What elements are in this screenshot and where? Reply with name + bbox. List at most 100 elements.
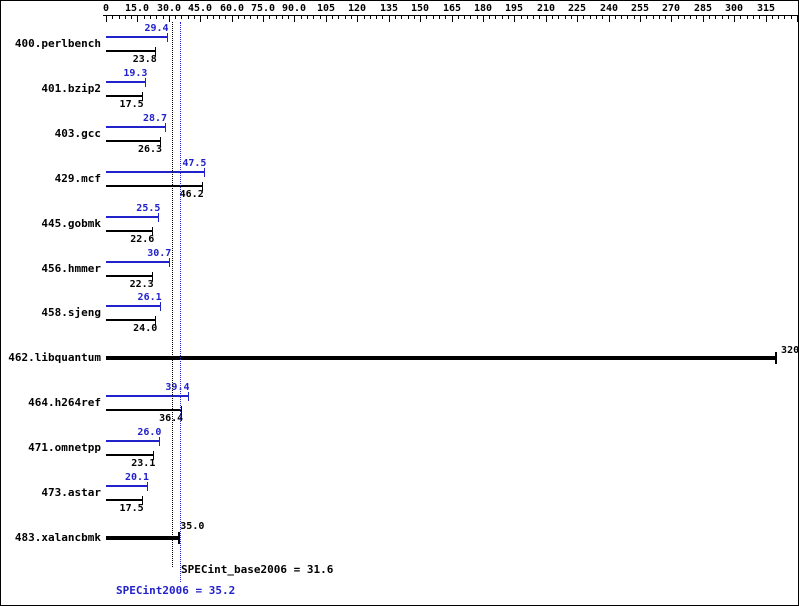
bar-end-cap <box>155 316 157 326</box>
value-label: 30.7 <box>147 247 172 259</box>
axis-minor-tick <box>119 15 120 19</box>
bar <box>106 499 143 502</box>
bar <box>106 139 162 142</box>
axis-minor-tick <box>250 15 251 19</box>
axis-major-tick <box>483 15 484 22</box>
value-label: 28.7 <box>143 112 168 124</box>
axis-minor-tick <box>163 15 164 19</box>
axis-major-tick <box>703 15 704 22</box>
benchmark-label: 464.h264ref <box>28 396 101 410</box>
axis-tick-label: 270 <box>661 3 681 14</box>
axis-minor-tick <box>477 15 478 19</box>
axis-minor-tick <box>627 15 628 19</box>
axis-minor-tick <box>345 15 346 19</box>
axis-minor-tick <box>364 15 365 19</box>
axis-tick-label: 210 <box>536 3 556 14</box>
axis-minor-tick <box>728 15 729 19</box>
axis-major-tick <box>326 15 327 22</box>
axis-minor-tick <box>759 15 760 19</box>
axis-minor-tick <box>709 15 710 19</box>
benchmark-label: 462.libquantum <box>8 351 101 365</box>
axis-minor-tick <box>521 15 522 19</box>
axis-major-tick <box>169 15 170 22</box>
axis-minor-tick <box>332 15 333 19</box>
axis-minor-tick <box>307 15 308 19</box>
value-label: 23.8 <box>132 54 157 65</box>
bar-end-cap <box>153 451 155 461</box>
axis-tick-label: 195 <box>504 3 524 14</box>
mean-base-label: SPECint_base2006 = 31.6 <box>181 563 334 576</box>
axis-minor-tick <box>338 15 339 19</box>
axis-minor-tick <box>181 15 182 19</box>
axis-minor-tick <box>225 15 226 19</box>
bar-end-cap <box>166 33 168 42</box>
axis-major-tick <box>577 15 578 22</box>
bar <box>106 94 143 97</box>
axis-tick-label: 75.0 <box>250 3 276 14</box>
axis-minor-tick <box>539 15 540 19</box>
bar <box>106 184 203 187</box>
axis-minor-tick <box>382 15 383 19</box>
axis-minor-tick <box>175 15 176 19</box>
axis-minor-tick <box>445 15 446 19</box>
axis-minor-tick <box>684 15 685 19</box>
axis-minor-tick <box>257 15 258 19</box>
axis-tick-label: 285 <box>693 3 713 14</box>
bar-end-cap <box>204 167 206 177</box>
bar <box>106 454 155 457</box>
axis-minor-tick <box>238 15 239 19</box>
axis-tick-label: 225 <box>567 3 587 14</box>
value-label: 36.4 <box>159 413 184 425</box>
bar-end-cap <box>178 531 181 544</box>
axis-minor-tick <box>282 15 283 19</box>
value-label: 47.5 <box>182 157 207 169</box>
axis-major-tick <box>357 15 358 22</box>
bar-single <box>106 356 777 361</box>
axis-minor-tick <box>320 15 321 19</box>
axis-tick-label: 105 <box>316 3 336 14</box>
axis-tick-label: 150 <box>410 3 430 14</box>
bar-end-cap <box>165 122 167 132</box>
axis-minor-tick <box>414 15 415 19</box>
bar-end-cap <box>160 136 162 146</box>
axis-major-tick <box>797 15 798 22</box>
axis-major-tick <box>389 15 390 22</box>
value-label: 29.4 <box>144 23 169 34</box>
axis-minor-tick <box>533 15 534 19</box>
bar-end-cap <box>154 47 156 56</box>
axis-minor-tick <box>470 15 471 19</box>
axis-minor-tick <box>276 15 277 19</box>
mean-peak-label: SPECint2006 = 35.2 <box>116 584 236 597</box>
axis-major-tick <box>514 15 515 22</box>
bar <box>106 440 161 443</box>
value-label: 23.1 <box>131 458 156 470</box>
mean-peak-line <box>179 22 181 582</box>
value-label: 46.2 <box>179 188 204 200</box>
axis-tick-label: 60.0 <box>219 3 245 14</box>
bar <box>106 80 147 83</box>
axis-tick-label: 90.0 <box>281 3 307 14</box>
axis-minor-tick <box>207 15 208 19</box>
axis-minor-tick <box>772 15 773 19</box>
axis-minor-tick <box>464 15 465 19</box>
value-label: 22.3 <box>129 278 154 290</box>
axis-minor-tick <box>213 15 214 19</box>
axis-major-tick <box>609 15 610 22</box>
value-label: 26.1 <box>137 292 162 304</box>
axis-tick-label: 45.0 <box>187 3 213 14</box>
axis-minor-tick <box>508 15 509 19</box>
bar-end-cap <box>201 181 203 191</box>
bar <box>106 409 183 412</box>
axis-minor-tick <box>558 15 559 19</box>
axis-minor-tick <box>527 15 528 19</box>
axis-major-tick <box>452 15 453 22</box>
axis-tick-label: 15.0 <box>124 3 150 14</box>
axis-tick-label: 0 <box>102 3 110 14</box>
value-label: 17.5 <box>119 98 144 110</box>
bar-end-cap <box>152 226 154 236</box>
bar <box>106 50 156 52</box>
benchmark-label: 445.gobmk <box>41 216 101 230</box>
axis-major-tick <box>420 15 421 22</box>
bar <box>106 125 167 128</box>
